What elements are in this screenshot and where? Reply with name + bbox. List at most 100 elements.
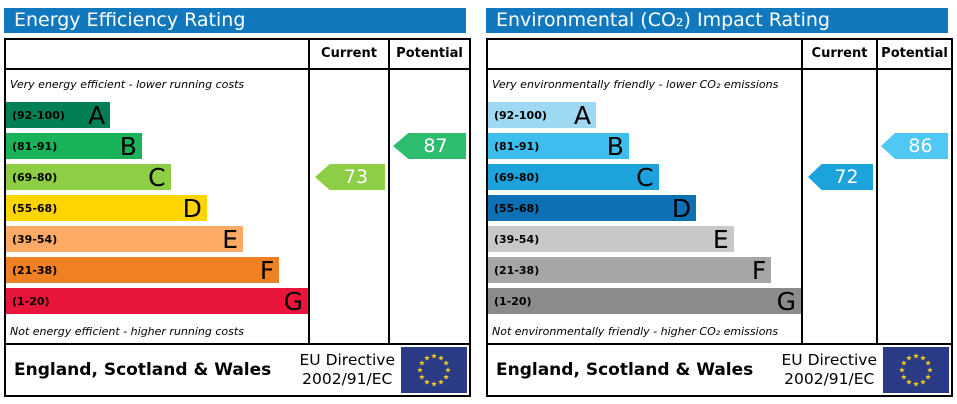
svg-text:★: ★ bbox=[913, 380, 920, 389]
band-b: (81-91) B bbox=[488, 133, 629, 159]
band-d: (55-68) D bbox=[488, 193, 697, 223]
svg-text:★: ★ bbox=[925, 373, 932, 382]
eu-directive-label: EU Directive 2002/91/EC bbox=[782, 351, 878, 390]
band-e: (39-54) E bbox=[488, 226, 734, 252]
band-g: (1-20) G bbox=[488, 288, 801, 314]
bottom-caption: Not environmentally friendly - higher CO… bbox=[492, 325, 779, 338]
band-range: (21-38) bbox=[494, 263, 540, 277]
band-range: (55-68) bbox=[12, 201, 58, 215]
svg-text:★: ★ bbox=[906, 378, 913, 387]
svg-text:★: ★ bbox=[419, 373, 426, 382]
panel-footer: England, Scotland & Wales EU Directive 2… bbox=[4, 343, 471, 397]
band-range: (69-80) bbox=[12, 170, 58, 184]
current-column-header: Current bbox=[321, 46, 377, 61]
band-letter: G bbox=[776, 286, 796, 316]
rating-bands: (92-100) A (81-91) B (69-80) C (55-68) D… bbox=[6, 102, 308, 319]
band-range: (39-54) bbox=[494, 232, 540, 246]
header-divider bbox=[488, 68, 951, 70]
svg-text:★: ★ bbox=[913, 352, 920, 361]
svg-text:★: ★ bbox=[424, 353, 431, 362]
band-letter: C bbox=[636, 162, 654, 192]
current-column: Current 72 bbox=[801, 40, 876, 343]
band-c: (69-80) C bbox=[488, 164, 659, 190]
potential-column: Potential 86 bbox=[876, 40, 951, 343]
environmental-impact-panel: Environmental (CO₂) Impact Rating Very e… bbox=[486, 8, 953, 397]
rating-table: Very energy efficient - lower running co… bbox=[4, 38, 471, 345]
current-column-header: Current bbox=[811, 46, 868, 61]
eu-directive-label: EU Directive 2002/91/EC bbox=[300, 351, 396, 390]
svg-text:★: ★ bbox=[901, 359, 908, 368]
potential-rating-value: 87 bbox=[423, 135, 448, 157]
panel-footer: England, Scotland & Wales EU Directive 2… bbox=[486, 343, 953, 397]
potential-rating-arrow: 87 bbox=[393, 133, 466, 159]
svg-text:★: ★ bbox=[438, 353, 445, 362]
band-range: (81-91) bbox=[494, 139, 540, 153]
svg-text:★: ★ bbox=[925, 359, 932, 368]
svg-text:★: ★ bbox=[906, 353, 913, 362]
panel-title-bar: Environmental (CO₂) Impact Rating bbox=[486, 8, 948, 33]
top-caption: Very energy efficient - lower running co… bbox=[10, 78, 245, 91]
band-f: (21-38) F bbox=[488, 255, 772, 285]
eu-directive-line2: 2002/91/EC bbox=[302, 370, 393, 388]
band-d: (55-68) D bbox=[6, 195, 207, 221]
bottom-caption: Not energy efficient - higher running co… bbox=[10, 325, 244, 338]
band-letter: E bbox=[712, 224, 729, 254]
band-letter: B bbox=[119, 131, 137, 161]
rating-table: Very environmentally friendly - lower CO… bbox=[486, 38, 953, 345]
current-column: Current 73 bbox=[308, 40, 388, 343]
current-rating-value: 73 bbox=[343, 166, 369, 188]
panel-title: Energy Efficiency Rating bbox=[14, 9, 246, 31]
band-letter: C bbox=[148, 162, 166, 192]
band-range: (69-80) bbox=[494, 170, 540, 184]
band-a: (92-100) A bbox=[6, 100, 111, 130]
band-c: (69-80) C bbox=[6, 164, 171, 190]
eu-flag-icon: ★ ★★★★★★★★★★★ bbox=[883, 347, 949, 393]
eu-directive-line1: EU Directive bbox=[781, 350, 878, 369]
svg-text:★: ★ bbox=[445, 366, 452, 375]
potential-rating-value: 86 bbox=[908, 135, 933, 157]
svg-text:★: ★ bbox=[424, 378, 431, 387]
band-letter: B bbox=[606, 131, 624, 161]
band-range: (92-100) bbox=[12, 108, 65, 122]
current-rating-value: 72 bbox=[834, 166, 859, 188]
band-letter: E bbox=[222, 224, 239, 254]
band-letter: A bbox=[573, 100, 591, 130]
region-label: England, Scotland & Wales bbox=[496, 360, 754, 380]
band-range: (21-38) bbox=[12, 263, 58, 277]
band-range: (81-91) bbox=[12, 139, 58, 153]
top-caption: Very environmentally friendly - lower CO… bbox=[492, 78, 779, 91]
svg-text:★: ★ bbox=[443, 359, 450, 368]
svg-text:★: ★ bbox=[920, 353, 927, 362]
svg-text:★: ★ bbox=[419, 359, 426, 368]
eu-flag-icon: ★ ★★★★★★★★★★★ bbox=[401, 347, 467, 393]
svg-text:★: ★ bbox=[417, 366, 424, 375]
band-range: (55-68) bbox=[494, 201, 540, 215]
current-rating-arrow: 72 bbox=[808, 164, 873, 190]
band-g: (1-20) G bbox=[6, 288, 308, 314]
svg-text:★: ★ bbox=[920, 378, 927, 387]
band-e: (39-54) E bbox=[6, 224, 244, 254]
current-rating-arrow: 73 bbox=[315, 164, 385, 190]
panel-title-bar: Energy Efficiency Rating bbox=[4, 8, 466, 33]
band-letter: F bbox=[751, 255, 767, 285]
band-letter: D bbox=[671, 193, 692, 223]
potential-column-header: Potential bbox=[396, 46, 463, 61]
band-range: (1-20) bbox=[12, 294, 50, 308]
band-range: (92-100) bbox=[494, 108, 547, 122]
svg-text:★: ★ bbox=[431, 352, 438, 361]
region-label: England, Scotland & Wales bbox=[14, 360, 272, 380]
eu-directive-line2: 2002/91/EC bbox=[784, 370, 875, 388]
potential-column: Potential 87 bbox=[388, 40, 469, 343]
band-letter: D bbox=[182, 193, 202, 223]
band-b: (81-91) B bbox=[6, 133, 142, 159]
rating-bands: (92-100) A (81-91) B (69-80) C (55-68) D… bbox=[488, 102, 801, 319]
energy-efficiency-panel: Energy Efficiency Rating Very energy eff… bbox=[4, 8, 471, 397]
svg-text:★: ★ bbox=[927, 366, 934, 375]
potential-rating-arrow: 86 bbox=[881, 133, 948, 159]
potential-column-header: Potential bbox=[881, 46, 948, 61]
svg-text:★: ★ bbox=[899, 366, 906, 375]
band-letter: A bbox=[88, 100, 106, 130]
band-letter: F bbox=[259, 255, 275, 285]
eu-directive-line1: EU Directive bbox=[299, 350, 396, 369]
